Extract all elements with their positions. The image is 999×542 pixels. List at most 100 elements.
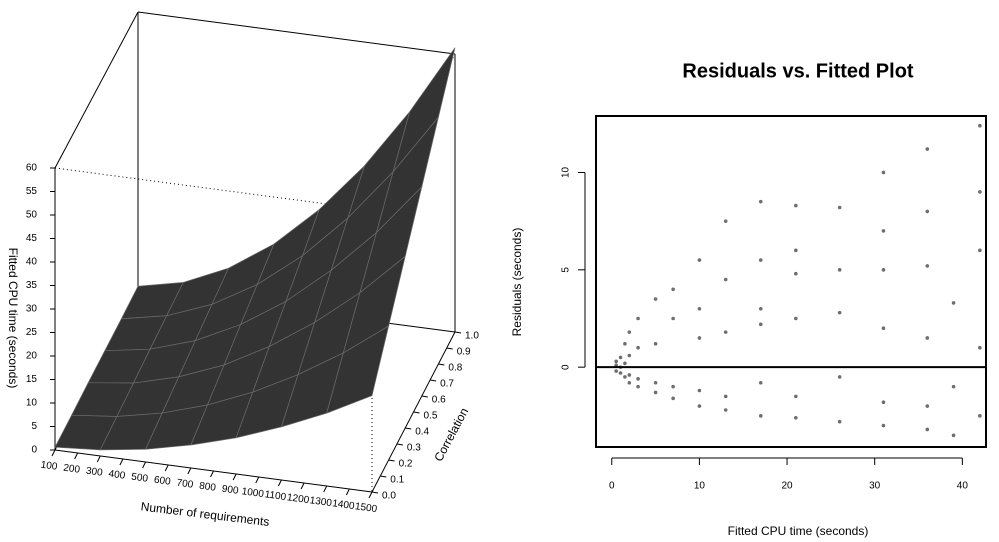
x-tick xyxy=(74,452,79,460)
point xyxy=(951,433,956,438)
surface-facet xyxy=(326,325,390,414)
point xyxy=(723,277,728,282)
point xyxy=(925,209,930,214)
point xyxy=(794,271,798,276)
point xyxy=(653,297,658,301)
point xyxy=(837,310,842,315)
x-axis-title: Number of requirements xyxy=(140,499,270,529)
x-tick-label: 1200 xyxy=(286,492,310,506)
point xyxy=(881,268,886,272)
point xyxy=(794,203,798,208)
point xyxy=(881,400,886,405)
point xyxy=(881,423,886,428)
y-tick xyxy=(388,459,395,462)
point xyxy=(697,388,702,393)
z-tick-label: 55 xyxy=(26,186,38,197)
x-tick-label: 500 xyxy=(131,472,149,485)
point xyxy=(758,199,763,204)
x-axis-title: Fitted CPU time (seconds) xyxy=(728,524,869,538)
point xyxy=(627,380,632,385)
x-tick xyxy=(142,461,147,469)
y-tick xyxy=(371,491,379,494)
point xyxy=(697,404,702,408)
x-tick xyxy=(255,476,260,484)
point xyxy=(925,336,930,340)
z-tick-label: 35 xyxy=(26,280,38,291)
z-tick-label: 30 xyxy=(26,304,38,315)
chart-title: Residuals vs. Fitted Plot xyxy=(682,60,914,82)
y-tick-label: 0.2 xyxy=(399,459,413,470)
point xyxy=(636,377,640,381)
point xyxy=(697,258,702,262)
y-tick-label: 5 xyxy=(561,267,572,273)
point xyxy=(758,322,763,327)
point xyxy=(978,345,982,350)
y-tick-label: 10 xyxy=(561,166,572,178)
point xyxy=(881,229,886,233)
point xyxy=(978,123,982,128)
point xyxy=(671,396,675,401)
point xyxy=(671,384,675,389)
point xyxy=(723,219,728,223)
z-tick-label: 40 xyxy=(26,257,38,268)
x-tick-label: 1300 xyxy=(309,495,333,509)
point xyxy=(636,345,640,350)
x-tick-label: 1500 xyxy=(354,501,378,515)
y-tick xyxy=(430,379,437,382)
point xyxy=(671,316,675,321)
y-tick-label: 0.1 xyxy=(390,475,404,486)
point xyxy=(723,408,728,412)
z-axis-title: Fitted CPU time (seconds) xyxy=(6,248,20,389)
x-tick-label: 600 xyxy=(153,475,171,488)
x-tick-label: 100 xyxy=(40,460,58,473)
x-tick-label: 10 xyxy=(694,481,706,492)
y-tick-label: 1.0 xyxy=(465,331,479,342)
point xyxy=(636,316,640,321)
x-tick xyxy=(187,467,192,475)
point xyxy=(881,326,886,331)
x-tick-label: 20 xyxy=(781,481,793,492)
x-tick-label: 0 xyxy=(609,481,615,492)
point xyxy=(925,147,930,151)
point xyxy=(758,414,763,418)
point xyxy=(614,363,618,368)
x-tick xyxy=(368,491,373,499)
z-tick-label: 10 xyxy=(26,398,38,409)
x-tick xyxy=(345,488,350,496)
point xyxy=(837,205,842,210)
y-tick-label: 0 xyxy=(561,364,572,370)
point xyxy=(671,287,675,292)
y-tick-label: 0.8 xyxy=(448,363,462,374)
y-tick-label: 0.6 xyxy=(432,395,446,406)
point xyxy=(618,355,623,360)
point xyxy=(978,248,982,253)
point xyxy=(723,330,728,334)
x-tick-label: 200 xyxy=(63,463,81,476)
point xyxy=(794,248,798,253)
y-tick xyxy=(396,443,403,446)
y-tick xyxy=(380,475,387,478)
point xyxy=(623,342,627,346)
point xyxy=(925,264,930,268)
x-tick xyxy=(96,455,101,463)
y-tick xyxy=(454,331,462,334)
y-tick xyxy=(421,395,428,398)
x-tick-label: 300 xyxy=(85,466,103,479)
point xyxy=(627,353,632,358)
x-tick-label: 900 xyxy=(221,484,239,497)
plot-frame xyxy=(595,115,987,448)
point xyxy=(881,170,886,175)
point xyxy=(723,394,728,399)
point xyxy=(623,361,627,366)
point xyxy=(758,258,763,262)
point xyxy=(758,306,763,311)
x-tick-label: 30 xyxy=(869,481,881,492)
y-tick xyxy=(413,411,420,414)
z-tick-label: 5 xyxy=(31,421,37,432)
point xyxy=(951,384,956,389)
point xyxy=(794,316,798,321)
z-tick-label: 50 xyxy=(26,210,38,221)
x-tick-label: 1400 xyxy=(332,498,356,512)
x-tick-label: 800 xyxy=(198,481,216,494)
